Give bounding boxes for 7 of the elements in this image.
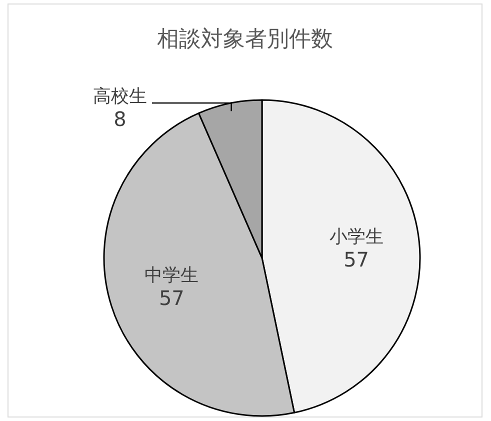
- chart-title: 相談対象者別件数: [157, 27, 333, 52]
- slice-label: 高校生: [93, 86, 147, 107]
- data-label: 57: [158, 286, 184, 310]
- data-label: 8: [114, 107, 126, 131]
- slice-label: 中学生: [144, 264, 199, 286]
- data-label: 57: [344, 247, 370, 272]
- slice-label: 小学生: [329, 226, 384, 248]
